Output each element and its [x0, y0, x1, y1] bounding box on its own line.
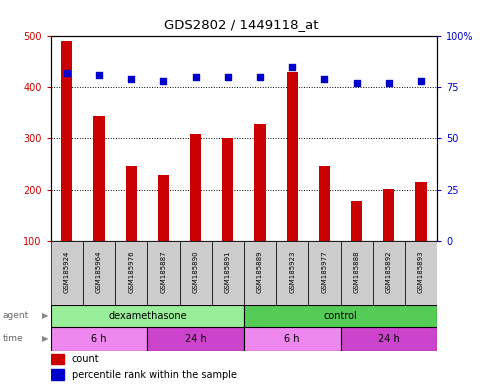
- Bar: [51, 241, 83, 305]
- Text: GSM185976: GSM185976: [128, 250, 134, 293]
- Bar: [222, 139, 233, 293]
- Bar: [351, 201, 362, 293]
- Text: 24 h: 24 h: [378, 334, 400, 344]
- Text: GSM185892: GSM185892: [386, 250, 392, 293]
- Point: [95, 72, 103, 78]
- Point: [192, 74, 199, 80]
- Text: GSM185888: GSM185888: [354, 250, 360, 293]
- Point: [385, 80, 393, 86]
- Bar: [115, 241, 147, 305]
- Bar: [341, 327, 437, 351]
- Bar: [51, 354, 64, 364]
- Text: time: time: [2, 334, 23, 343]
- Text: GSM185893: GSM185893: [418, 250, 424, 293]
- Bar: [383, 189, 395, 293]
- Text: GSM185887: GSM185887: [160, 250, 167, 293]
- Point: [417, 78, 425, 84]
- Bar: [147, 241, 180, 305]
- Text: GSM185889: GSM185889: [257, 250, 263, 293]
- Text: GSM185924: GSM185924: [64, 250, 70, 293]
- Bar: [405, 241, 437, 305]
- Bar: [244, 327, 341, 351]
- Text: dexamethasone: dexamethasone: [108, 311, 186, 321]
- Bar: [51, 305, 244, 327]
- Bar: [126, 166, 137, 293]
- Bar: [244, 305, 437, 327]
- Bar: [276, 241, 308, 305]
- Text: 6 h: 6 h: [284, 334, 300, 344]
- Bar: [180, 241, 212, 305]
- Text: GSM185923: GSM185923: [289, 250, 295, 293]
- Text: GSM185891: GSM185891: [225, 250, 231, 293]
- Bar: [83, 241, 115, 305]
- Bar: [341, 241, 373, 305]
- Bar: [61, 41, 72, 293]
- Bar: [190, 134, 201, 293]
- Text: 24 h: 24 h: [185, 334, 207, 344]
- Bar: [319, 166, 330, 293]
- Text: GSM185964: GSM185964: [96, 250, 102, 293]
- Point: [321, 76, 328, 82]
- Bar: [286, 72, 298, 293]
- Bar: [93, 116, 105, 293]
- Text: ▶: ▶: [42, 311, 48, 320]
- Point: [256, 74, 264, 80]
- Text: percentile rank within the sample: percentile rank within the sample: [72, 369, 237, 379]
- Text: GSM185977: GSM185977: [321, 250, 327, 293]
- Text: GDS2802 / 1449118_at: GDS2802 / 1449118_at: [164, 18, 319, 31]
- Bar: [158, 175, 169, 293]
- Point: [63, 70, 71, 76]
- Bar: [415, 182, 426, 293]
- Bar: [373, 241, 405, 305]
- Point: [288, 63, 296, 70]
- Text: control: control: [324, 311, 357, 321]
- Point: [128, 76, 135, 82]
- Bar: [147, 327, 244, 351]
- Bar: [212, 241, 244, 305]
- Bar: [51, 369, 64, 379]
- Bar: [308, 241, 341, 305]
- Point: [353, 80, 360, 86]
- Text: count: count: [72, 354, 99, 364]
- Bar: [51, 327, 147, 351]
- Text: GSM185890: GSM185890: [193, 250, 199, 293]
- Bar: [244, 241, 276, 305]
- Bar: [255, 124, 266, 293]
- Text: agent: agent: [2, 311, 28, 320]
- Text: ▶: ▶: [42, 334, 48, 343]
- Point: [224, 74, 232, 80]
- Point: [159, 78, 167, 84]
- Text: 6 h: 6 h: [91, 334, 107, 344]
